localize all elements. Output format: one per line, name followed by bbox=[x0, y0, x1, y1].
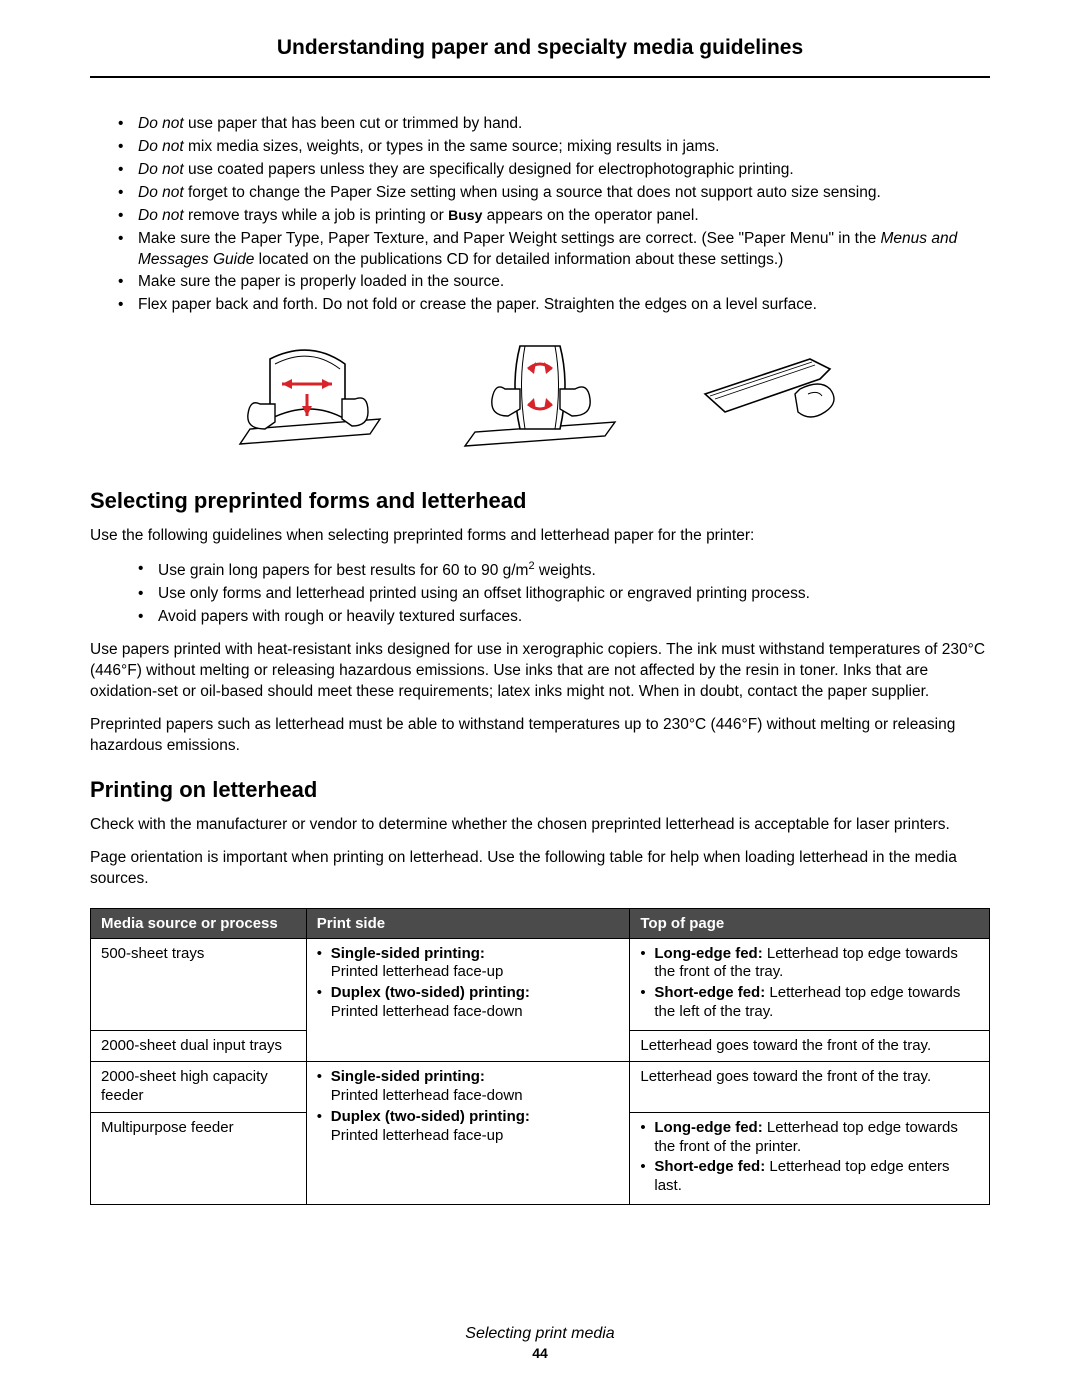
list-item: Use grain long papers for best results f… bbox=[158, 559, 990, 582]
text: remove trays while a job is printing or bbox=[184, 207, 448, 224]
table-row: 2000-sheet high capacity feeder Single-s… bbox=[91, 1062, 990, 1113]
paragraph: Use papers printed with heat-resistant i… bbox=[90, 640, 990, 703]
cell: 500-sheet trays bbox=[91, 938, 307, 1030]
section-heading: Selecting preprinted forms and letterhea… bbox=[90, 488, 990, 514]
list-item: Duplex (two-sided) printing: Printed lett… bbox=[331, 1108, 620, 1146]
paragraph: Preprinted papers such as letterhead mus… bbox=[90, 715, 990, 757]
list-item: Single-sided printing: Printed letterhead… bbox=[331, 1068, 620, 1106]
text: located on the publications CD for detai… bbox=[254, 251, 783, 268]
guidelines-list: Do not use paper that has been cut or tr… bbox=[90, 114, 990, 316]
list-item: Short-edge fed: Letterhead top edge ente… bbox=[654, 1158, 979, 1196]
col-header: Print side bbox=[306, 908, 630, 938]
list-item: Flex paper back and forth. Do not fold o… bbox=[138, 295, 990, 316]
emphasis: Do not bbox=[138, 207, 184, 224]
fan-paper-icon bbox=[450, 334, 630, 464]
text: use coated papers unless they are specif… bbox=[184, 161, 794, 178]
text-bold: Short-edge fed: bbox=[654, 1158, 765, 1175]
text: forget to change the Paper Size setting … bbox=[184, 184, 881, 201]
list-item: Short-edge fed: Letterhead top edge towa… bbox=[654, 984, 979, 1022]
list-item: Do not remove trays while a job is print… bbox=[138, 206, 990, 227]
emphasis: Do not bbox=[138, 184, 184, 201]
cell: 2000-sheet high capacity feeder bbox=[91, 1062, 307, 1113]
list-item: Avoid papers with rough or heavily textu… bbox=[158, 607, 990, 628]
cell: 2000-sheet dual input trays bbox=[91, 1030, 307, 1062]
page-title: Understanding paper and specialty media … bbox=[90, 36, 990, 78]
col-header: Top of page bbox=[630, 908, 990, 938]
text: use paper that has been cut or trimmed b… bbox=[184, 115, 523, 132]
list-item: Long-edge fed: Letterhead top edge towar… bbox=[654, 1119, 979, 1157]
cell: Multipurpose feeder bbox=[91, 1112, 307, 1204]
paragraph: Page orientation is important when print… bbox=[90, 848, 990, 890]
flex-paper-icon bbox=[220, 334, 400, 464]
figure-row bbox=[90, 334, 990, 464]
cell: Letterhead goes toward the front of the … bbox=[630, 1062, 990, 1113]
text: Use grain long papers for best results f… bbox=[158, 562, 528, 579]
col-header: Media source or process bbox=[91, 908, 307, 938]
text-bold: Short-edge fed: bbox=[654, 984, 765, 1001]
cell: Single-sided printing:Printed letterhead… bbox=[306, 938, 630, 1062]
emphasis: Do not bbox=[138, 138, 184, 155]
cell: Long-edge fed: Letterhead top edge towar… bbox=[630, 1112, 990, 1204]
text-bold: Single-sided printing: bbox=[331, 945, 485, 962]
list-item: Use only forms and letterhead printed us… bbox=[158, 584, 990, 605]
table-row: 500-sheet trays Single-sided printing:Pr… bbox=[91, 938, 990, 1030]
text: Printed letterhead face-up bbox=[331, 1127, 504, 1144]
text-bold: Busy bbox=[448, 207, 482, 223]
emphasis: Do not bbox=[138, 115, 184, 132]
page-number: 44 bbox=[0, 1345, 1080, 1361]
list-item: Make sure the paper is properly loaded i… bbox=[138, 272, 990, 293]
list-item: Do not forget to change the Paper Size s… bbox=[138, 183, 990, 204]
table-header-row: Media source or process Print side Top o… bbox=[91, 908, 990, 938]
text: Printed letterhead face-down bbox=[331, 1003, 523, 1020]
section-heading: Printing on letterhead bbox=[90, 777, 990, 803]
list-item: Duplex (two-sided) printing: Printed lett… bbox=[331, 984, 620, 1022]
emphasis: Do not bbox=[138, 161, 184, 178]
text: Printed letterhead face-up bbox=[331, 963, 504, 980]
text-bold: Long-edge fed: bbox=[654, 945, 762, 962]
cell: Single-sided printing: Printed letterhead… bbox=[306, 1062, 630, 1205]
list-item: Do not use coated papers unless they are… bbox=[138, 160, 990, 181]
paragraph: Check with the manufacturer or vendor to… bbox=[90, 815, 990, 836]
page-footer: Selecting print media 44 bbox=[0, 1325, 1080, 1361]
text: Printed letterhead face-down bbox=[331, 1087, 523, 1104]
text-bold: Duplex (two-sided) printing: bbox=[331, 984, 530, 1001]
text-bold: Single-sided printing: bbox=[331, 1068, 485, 1085]
media-table: Media source or process Print side Top o… bbox=[90, 908, 990, 1205]
text: mix media sizes, weights, or types in th… bbox=[184, 138, 720, 155]
list-item: Single-sided printing:Printed letterhead… bbox=[331, 945, 620, 983]
text-bold: Long-edge fed: bbox=[654, 1119, 762, 1136]
cell: Long-edge fed: Letterhead top edge towar… bbox=[630, 938, 990, 1030]
list-item: Long-edge fed: Letterhead top edge towar… bbox=[654, 945, 979, 983]
cell: Letterhead goes toward the front of the … bbox=[630, 1030, 990, 1062]
list-item: Make sure the Paper Type, Paper Texture,… bbox=[138, 229, 990, 271]
list-item: Do not mix media sizes, weights, or type… bbox=[138, 137, 990, 158]
text: weights. bbox=[535, 562, 596, 579]
straighten-paper-icon bbox=[680, 334, 860, 454]
text-bold: Duplex (two-sided) printing: bbox=[331, 1108, 530, 1125]
text: Make sure the Paper Type, Paper Texture,… bbox=[138, 230, 881, 247]
paragraph: Use the following guidelines when select… bbox=[90, 526, 990, 547]
list-item: Do not use paper that has been cut or tr… bbox=[138, 114, 990, 135]
footer-section-title: Selecting print media bbox=[0, 1325, 1080, 1343]
sub-list: Use grain long papers for best results f… bbox=[90, 559, 990, 628]
text: appears on the operator panel. bbox=[482, 207, 698, 224]
